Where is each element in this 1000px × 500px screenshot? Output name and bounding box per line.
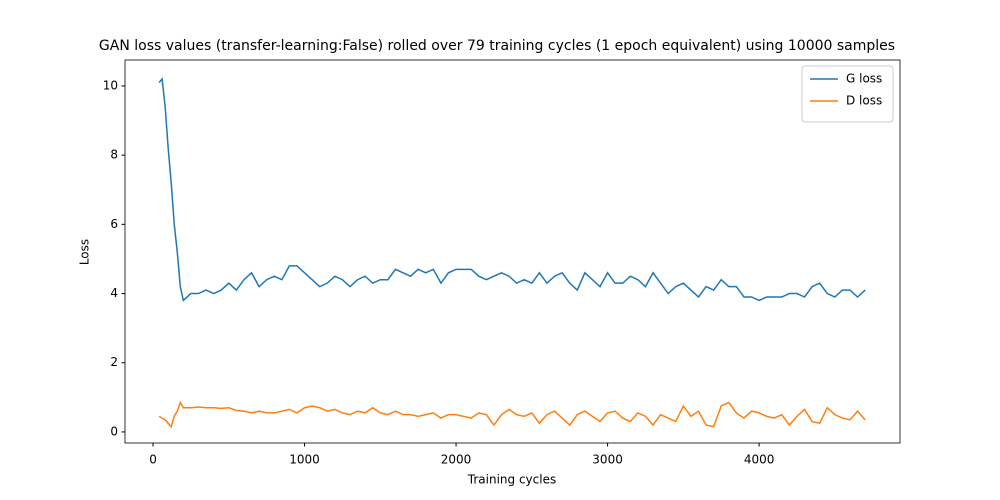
legend-label: G loss [846,72,882,86]
y-tick-label: 8 [110,148,118,162]
y-tick-label: 6 [110,217,118,231]
x-tick-label: 3000 [592,453,623,467]
y-tick-label: 4 [110,286,118,300]
legend-box [801,65,894,123]
series-line [158,400,866,429]
y-tick-label: 2 [110,355,118,369]
x-axis-label: Training cycles [467,473,556,487]
y-axis-label: Loss [78,239,92,265]
x-tick-label: 1000 [289,453,320,467]
y-tick-label: 0 [110,424,118,438]
y-tick-label: 10 [103,78,118,92]
x-tick-label: 0 [149,453,157,467]
legend-label: D loss [846,94,882,108]
x-tick-label: 2000 [441,453,472,467]
x-tick-label: 4000 [744,453,775,467]
plot-frame [124,59,901,444]
chart-title: GAN loss values (transfer-learning:False… [99,38,895,54]
series-line [158,77,866,302]
